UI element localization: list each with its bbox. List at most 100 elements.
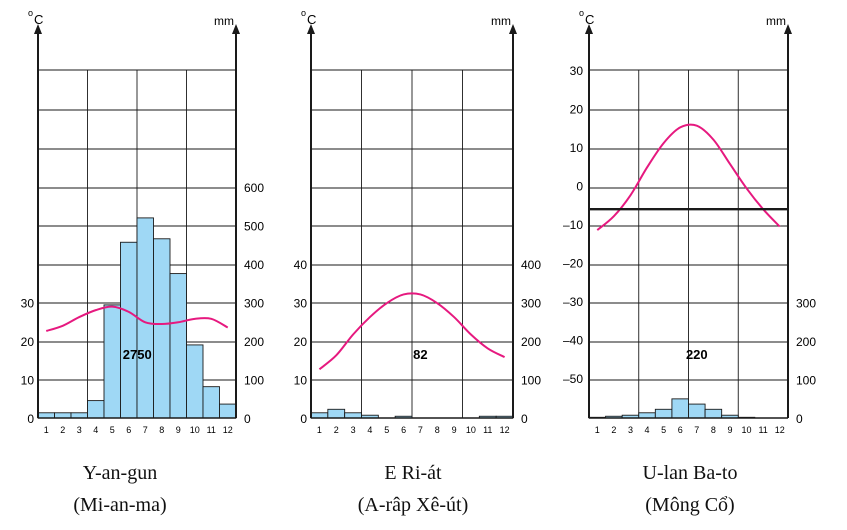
temp-tick-label: 0 xyxy=(576,180,583,194)
temp-unit-o: o xyxy=(301,8,306,18)
month-tick-label: 8 xyxy=(435,425,440,435)
temp-axis-arrow xyxy=(307,24,315,34)
temp-unit-label: C xyxy=(585,12,594,27)
temp-tick-label: 40 xyxy=(294,258,308,272)
precip-tick-label: 300 xyxy=(521,297,541,311)
precip-bar xyxy=(688,403,706,419)
month-tick-label: 3 xyxy=(628,425,633,435)
precip-bar xyxy=(87,400,105,419)
month-tick-label: 3 xyxy=(77,425,82,435)
precip-tick-label: 500 xyxy=(244,220,264,234)
temp-tick-label: 10 xyxy=(294,374,308,388)
precip-bar xyxy=(37,412,55,419)
month-tick-label: 11 xyxy=(483,425,492,435)
precip-bar xyxy=(202,386,220,419)
total-precip-label: 2750 xyxy=(123,347,152,362)
caption-country-2: (Mông Cổ) xyxy=(645,494,735,516)
precip-bar xyxy=(638,412,656,419)
month-tick-label: 12 xyxy=(500,425,510,435)
temperature-line xyxy=(318,292,506,371)
temp-unit-o: o xyxy=(579,8,584,18)
month-tick-label: 6 xyxy=(401,425,406,435)
month-tick-label: 2 xyxy=(611,425,616,435)
month-tick-label: 9 xyxy=(176,425,181,435)
precip-bar xyxy=(120,241,138,419)
month-tick-label: 5 xyxy=(384,425,389,435)
precip-tick-label: 400 xyxy=(521,258,541,272)
month-tick-label: 8 xyxy=(159,425,164,435)
month-tick-label: 5 xyxy=(110,425,115,435)
precip-tick-label: 0 xyxy=(521,412,528,426)
precip-tick-label: 300 xyxy=(796,297,816,311)
month-tick-label: 9 xyxy=(727,425,732,435)
temp-unit-label: C xyxy=(307,12,316,27)
precip-bar xyxy=(54,412,72,419)
month-tick-label: 1 xyxy=(595,425,600,435)
temp-tick-label: 30 xyxy=(21,297,35,311)
temperature-line xyxy=(596,123,781,231)
temp-tick-label: –10 xyxy=(563,218,583,232)
temp-unit-label: C xyxy=(34,12,43,27)
month-tick-label: 2 xyxy=(334,425,339,435)
precip-axis-arrow xyxy=(784,24,792,34)
month-tick-label: 10 xyxy=(190,425,200,435)
caption-name-1: E Ri-át xyxy=(384,462,442,484)
precip-tick-label: 0 xyxy=(244,412,251,426)
temp-tick-label: 0 xyxy=(300,412,307,426)
caption-name-2: U-lan Ba-to xyxy=(642,462,738,484)
precip-axis-arrow xyxy=(232,24,240,34)
precip-bar xyxy=(327,408,346,419)
month-tick-label: 2 xyxy=(60,425,65,435)
month-tick-label: 10 xyxy=(466,425,476,435)
month-tick-label: 6 xyxy=(126,425,131,435)
precip-bar xyxy=(153,238,171,419)
month-tick-label: 4 xyxy=(645,425,650,435)
temp-axis-arrow xyxy=(34,24,42,34)
precip-unit-label: mm xyxy=(766,14,786,28)
month-tick-label: 1 xyxy=(317,425,322,435)
precip-tick-label: 200 xyxy=(521,335,541,349)
precip-unit-label: mm xyxy=(491,14,511,28)
caption-name-0: Y-an-gun xyxy=(82,462,158,484)
month-tick-label: 11 xyxy=(758,425,767,435)
precip-tick-label: 100 xyxy=(796,374,816,388)
month-tick-label: 5 xyxy=(661,425,666,435)
caption-country-0: (Mi-an-ma) xyxy=(73,494,167,516)
caption-country-1: (A-râp Xê-út) xyxy=(357,494,469,516)
temp-unit-o: o xyxy=(28,8,33,18)
month-tick-label: 4 xyxy=(93,425,98,435)
precip-bar xyxy=(654,408,673,419)
month-tick-label: 12 xyxy=(775,425,785,435)
month-tick-label: 3 xyxy=(351,425,356,435)
total-precip-label: 82 xyxy=(413,347,427,362)
temp-axis-arrow xyxy=(585,24,593,34)
month-tick-label: 1 xyxy=(44,425,49,435)
temp-tick-label: –30 xyxy=(563,295,583,309)
precip-tick-label: 100 xyxy=(521,374,541,388)
temp-tick-label: 20 xyxy=(21,335,35,349)
month-tick-label: 11 xyxy=(207,425,216,435)
precip-axis-arrow xyxy=(509,24,517,34)
month-tick-label: 9 xyxy=(452,425,457,435)
precip-bar xyxy=(186,344,204,419)
precip-bar xyxy=(344,412,362,419)
temp-tick-label: 30 xyxy=(570,64,584,78)
total-precip-label: 220 xyxy=(686,347,708,362)
month-tick-label: 10 xyxy=(742,425,752,435)
precip-tick-label: 100 xyxy=(244,374,264,388)
precip-bar xyxy=(103,304,121,419)
month-tick-label: 6 xyxy=(678,425,683,435)
precip-tick-label: 600 xyxy=(244,181,264,195)
temp-tick-label: 10 xyxy=(21,374,35,388)
month-tick-label: 12 xyxy=(223,425,233,435)
precip-unit-label: mm xyxy=(214,14,234,28)
precip-bar xyxy=(310,412,329,419)
temp-tick-label: –20 xyxy=(563,257,583,271)
precip-tick-label: 400 xyxy=(244,258,264,272)
precip-tick-label: 0 xyxy=(796,412,803,426)
month-tick-label: 7 xyxy=(418,425,423,435)
temp-tick-label: 20 xyxy=(570,103,584,117)
precip-tick-label: 200 xyxy=(244,335,264,349)
month-tick-label: 7 xyxy=(694,425,699,435)
